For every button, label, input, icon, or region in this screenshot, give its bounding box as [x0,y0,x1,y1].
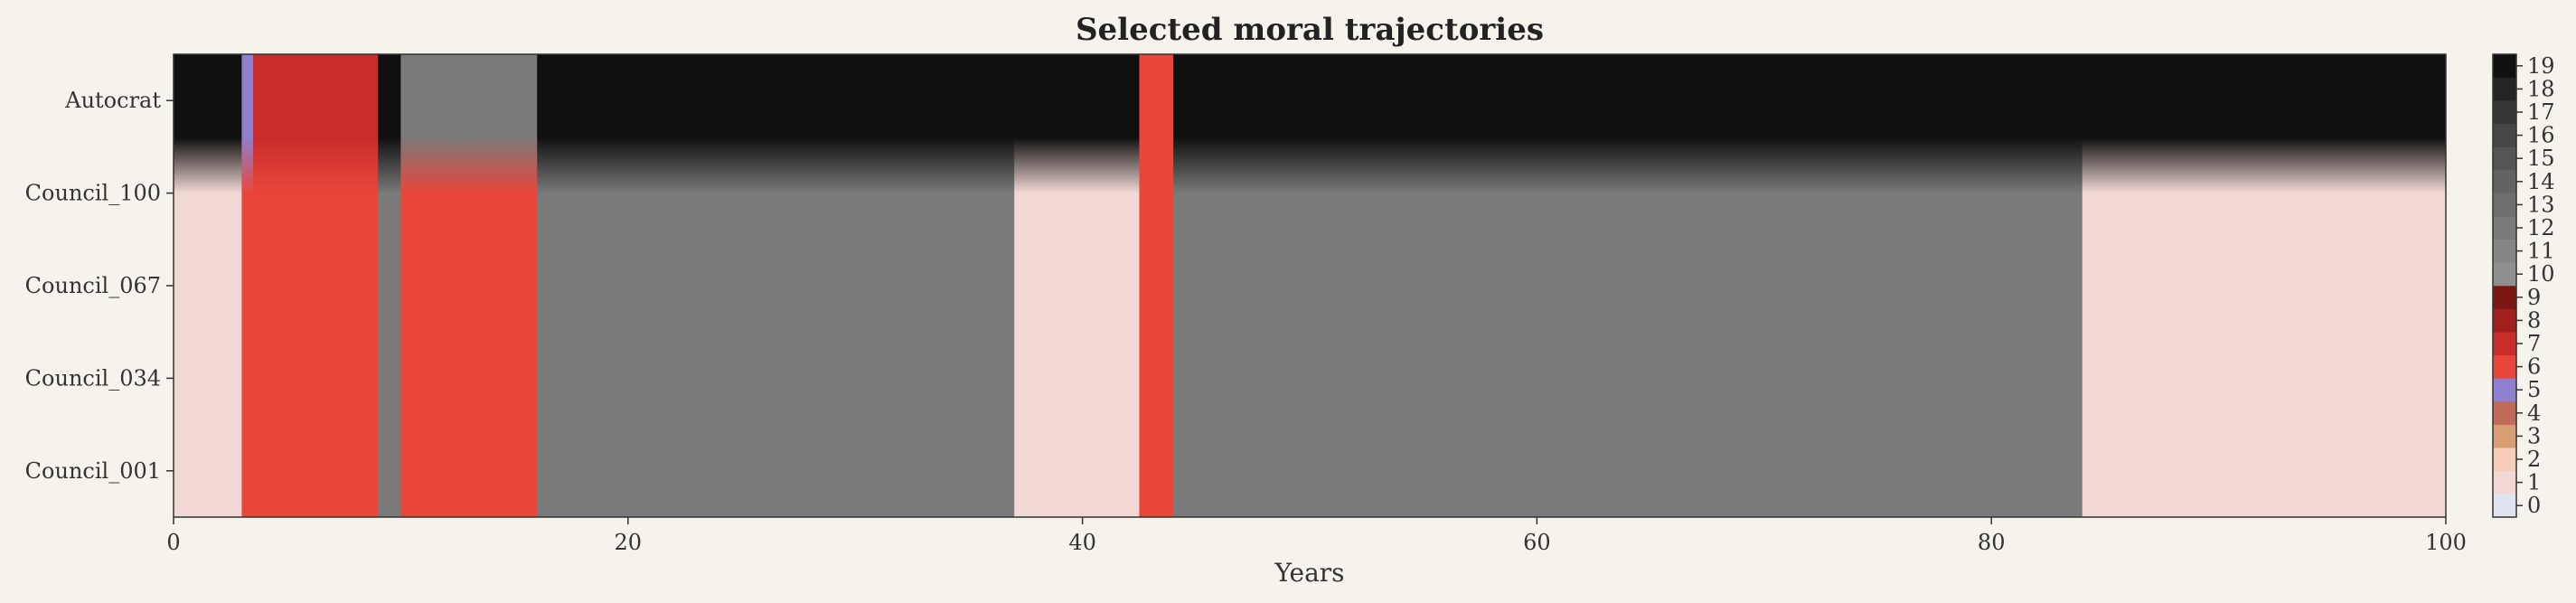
colorbar-swatch [2493,401,2516,425]
heatmap-segment [673,54,856,517]
colorbar-label: 8 [2527,307,2541,333]
colorbar-swatch [2493,354,2516,379]
y-tick-label: Council_034 [25,365,161,391]
x-tick-label: 80 [1978,530,2006,555]
colorbar-label: 18 [2527,76,2555,101]
heatmap-segment [855,54,1015,517]
chart-title: Selected moral trajectories [1076,12,1544,48]
x-tick-label: 0 [166,530,180,555]
colorbar-label: 5 [2527,377,2541,402]
x-tick-label: 20 [615,530,643,555]
colorbar-swatch [2493,100,2516,125]
colorbar-swatch [2493,77,2516,101]
heatmap-segment [2082,54,2447,517]
heatmap-segment [241,54,254,517]
heatmap-area [174,54,2447,517]
heatmap-segment [378,54,401,517]
colorbar-label: 3 [2527,423,2541,448]
heatmap-segment [1673,54,2083,517]
colorbar-label: 14 [2527,169,2555,194]
colorbar-swatch [2493,54,2516,78]
heatmap-segment [1014,54,1140,517]
colorbar-swatch [2493,332,2516,356]
colorbar-label: 19 [2527,53,2555,79]
row-labels: Autocrat Council_100 Council_067 Council_03… [25,88,174,484]
y-tick-label: Council_100 [25,181,161,206]
colorbar-label: 6 [2527,354,2541,380]
colorbar-label: 10 [2527,261,2555,287]
colorbar-swatch [2493,262,2516,287]
colorbar-swatch [2493,193,2516,217]
heatmap-segment [1537,54,1674,517]
heatmap-segment [537,54,674,517]
colorbar-swatch [2493,494,2516,518]
colorbar-label: 1 [2527,470,2541,495]
y-tick-label: Council_067 [25,273,161,298]
colorbar-swatch [2493,146,2516,171]
colorbar-label: 0 [2527,493,2541,518]
colorbar-swatch [2493,308,2516,333]
x-tick-label: 40 [1068,530,1096,555]
colorbar-label: 11 [2527,239,2555,264]
x-axis-ticks: 0 20 40 60 80 100 [166,517,2467,555]
colorbar-swatch [2493,448,2516,472]
colorbar-label: 9 [2527,285,2541,310]
colorbar-label: 13 [2527,192,2555,217]
colorbar-swatch [2493,216,2516,240]
heatmap-segment [252,54,379,517]
x-axis-label: Years [1274,558,1344,588]
heatmap-segment [1139,54,1174,517]
colorbar-label: 12 [2527,215,2555,240]
colorbar-swatch [2493,239,2516,263]
colorbar-label: 16 [2527,123,2555,148]
heatmap-segment [174,54,242,517]
y-tick-label: Autocrat [64,88,161,113]
heatmap-segment [400,54,538,517]
x-tick-label: 60 [1523,530,1551,555]
colorbar-swatch [2493,286,2516,309]
x-tick-label: 100 [2425,530,2467,555]
colorbar-swatch [2493,378,2516,402]
colorbar-label: 17 [2527,99,2555,125]
colorbar-swatch [2493,424,2516,448]
colorbar-swatch [2493,170,2516,193]
colorbar-label: 4 [2527,400,2541,426]
colorbar-frame [2492,53,2517,518]
colorbar-label: 2 [2527,447,2541,472]
heatmap-segment [1173,54,1537,517]
colorbar-label: 7 [2527,331,2541,356]
y-tick-label: Council_001 [25,458,161,484]
colorbar-label: 15 [2527,146,2555,171]
colorbar-swatch [2493,123,2516,147]
colorbar-swatch [2493,470,2516,495]
